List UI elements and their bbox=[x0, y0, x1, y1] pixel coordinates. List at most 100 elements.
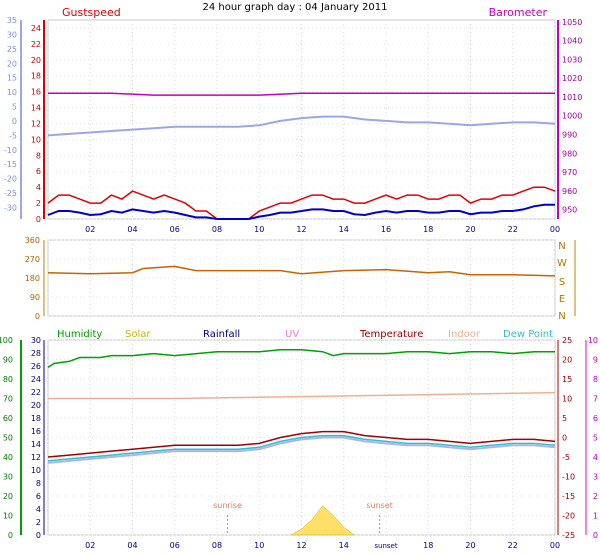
uv-axis-tick-label: 1 bbox=[593, 512, 598, 521]
rainfall-axis-tick-label: 8 bbox=[36, 479, 41, 488]
humidity-axis-tick-label: 20 bbox=[3, 492, 13, 501]
barometer-axis-tick-label: 990 bbox=[562, 131, 577, 140]
temperature-axis-tick-label: 10 bbox=[7, 88, 17, 97]
humidity-axis-tick-label: 100 bbox=[0, 336, 13, 345]
top-x-tick-label: 06 bbox=[170, 225, 180, 234]
rainfall-axis-tick-label: 12 bbox=[31, 453, 41, 462]
rainfall-axis-tick-label: 6 bbox=[36, 492, 41, 501]
barometer-axis-tick-label: 1050 bbox=[562, 18, 582, 27]
gust-axis-tick-label: 16 bbox=[31, 88, 41, 97]
bot-x-tick-label: 10 bbox=[254, 541, 264, 550]
humidity-axis-tick-label: 60 bbox=[3, 414, 13, 423]
legend-humidity: Humidity bbox=[57, 329, 102, 340]
temperature-axis-tick-label: 35 bbox=[7, 16, 17, 25]
compass-axis-label: S bbox=[559, 277, 565, 288]
humidity-axis-tick-label: 90 bbox=[3, 356, 13, 365]
legend-temperature: Temperature bbox=[359, 329, 423, 340]
rainfall-axis-tick-label: 14 bbox=[31, 440, 41, 449]
humidity-axis-tick-label: 30 bbox=[3, 473, 13, 482]
uv-axis-tick-label: 6 bbox=[593, 414, 598, 423]
uv-axis-tick-label: 4 bbox=[593, 453, 598, 462]
rainfall-axis-tick-label: 20 bbox=[31, 401, 41, 410]
bot-x-tick-label: 12 bbox=[296, 541, 306, 550]
top-x-tick-label: 04 bbox=[127, 225, 137, 234]
top-x-tick-label: 08 bbox=[212, 225, 222, 234]
temperature-axis-tick-label: -25 bbox=[4, 189, 17, 198]
temperature-axis-tick-label: 25 bbox=[7, 45, 17, 54]
top-x-tick-label: 14 bbox=[339, 225, 349, 234]
dewpoint-line bbox=[47, 434, 556, 462]
top-x-tick-label: 00 bbox=[550, 225, 560, 234]
temperature-axis-tick-label: 15 bbox=[7, 74, 17, 83]
temperature-axis-tick-label: -20 bbox=[4, 175, 17, 184]
temperature-axis-tick-label: -5 bbox=[562, 453, 570, 462]
legend-dewpoint: Dew Point bbox=[503, 329, 553, 340]
humidity-temperature-panel: 1009080706050403020100302826242220181614… bbox=[0, 329, 598, 550]
barometer-axis-tick-label: 980 bbox=[562, 149, 577, 158]
legend-uv: UV bbox=[285, 329, 299, 340]
gust-axis-tick-label: 2 bbox=[36, 199, 41, 208]
barometer-line bbox=[48, 92, 555, 96]
humidity-line bbox=[47, 349, 555, 368]
temperature-axis-tick-label: 20 bbox=[7, 59, 17, 68]
temperature-axis-tick-label: -15 bbox=[4, 160, 17, 169]
bot-x-tick-label: 14 bbox=[339, 541, 349, 550]
barometer-axis-tick-label: 970 bbox=[562, 168, 577, 177]
rainfall-axis-tick-label: 24 bbox=[31, 375, 41, 384]
gust-axis-tick-label: 8 bbox=[36, 151, 41, 160]
humidity-axis-tick-label: 80 bbox=[3, 375, 13, 384]
legend-solar: Solar bbox=[125, 329, 151, 340]
humidity-axis-tick-label: 0 bbox=[8, 531, 13, 540]
top-x-tick-label: 20 bbox=[465, 225, 475, 234]
temperature-axis-tick-label: -25 bbox=[562, 531, 575, 540]
temperature-axis-tick-label: 20 bbox=[562, 356, 572, 365]
barometer-axis-tick-label: 960 bbox=[562, 187, 577, 196]
bot-x-tick-label: 08 bbox=[212, 541, 222, 550]
direction-axis-tick-label: 180 bbox=[25, 274, 40, 283]
direction-axis-tick-label: 270 bbox=[25, 255, 40, 264]
compass-axis-label: E bbox=[559, 294, 565, 305]
graph-title: 24 hour graph day : 04 January 2011 bbox=[203, 2, 388, 13]
gust-axis-tick-label: 0 bbox=[36, 215, 41, 224]
gustspeed-line bbox=[47, 186, 556, 220]
uv-axis-tick-label: 3 bbox=[593, 473, 598, 482]
rainfall-axis-tick-label: 28 bbox=[31, 349, 41, 358]
bot-x-tick-label: 06 bbox=[170, 541, 180, 550]
rainfall-axis-tick-label: 10 bbox=[31, 466, 41, 475]
top-x-tick-label: 12 bbox=[296, 225, 306, 234]
bot-x-tick-label: 18 bbox=[423, 541, 433, 550]
sunset-label: sunset bbox=[366, 501, 393, 510]
wind-pressure-panel: 02468101214161820222435302520151050-5-10… bbox=[4, 6, 582, 234]
legend-barometer: Barometer bbox=[489, 6, 548, 19]
temperature-axis-tick-label: 0 bbox=[562, 434, 567, 443]
temperature-axis-tick-label: 5 bbox=[562, 414, 567, 423]
gust-axis-tick-label: 12 bbox=[31, 119, 41, 128]
rainfall-axis-tick-label: 2 bbox=[36, 518, 41, 527]
direction-line bbox=[47, 265, 556, 277]
rainfall-axis-tick-label: 16 bbox=[31, 427, 41, 436]
barometer-axis-tick-label: 950 bbox=[562, 206, 577, 215]
top-x-tick-label: 18 bbox=[423, 225, 433, 234]
rainfall-axis-tick-label: 4 bbox=[36, 505, 41, 514]
legend-gustspeed: Gustspeed bbox=[62, 6, 121, 19]
direction-axis-tick-label: 360 bbox=[25, 236, 40, 245]
sunrise-label: sunrise bbox=[213, 501, 242, 510]
legend-indoor: Indoor bbox=[448, 329, 481, 340]
windspeed-line bbox=[47, 203, 555, 220]
indoor-line bbox=[48, 391, 556, 400]
barometer-axis-tick-label: 1030 bbox=[562, 55, 582, 64]
gust-axis-tick-label: 22 bbox=[31, 40, 41, 49]
compass-axis-label: W bbox=[557, 258, 567, 269]
rainfall-axis-tick-label: 26 bbox=[31, 362, 41, 371]
humidity-axis-tick-label: 40 bbox=[3, 453, 13, 462]
gust-axis-tick-label: 10 bbox=[31, 135, 41, 144]
top-x-tick-label: 16 bbox=[381, 225, 391, 234]
bot-x-tick-label: 00 bbox=[550, 541, 560, 550]
compass-axis-label: N bbox=[558, 241, 565, 252]
barometer-axis-tick-label: 1010 bbox=[562, 93, 582, 102]
temperature-axis-tick-label: 10 bbox=[562, 395, 572, 404]
uv-axis-tick-label: 10 bbox=[588, 336, 598, 345]
rainfall-axis-tick-label: 22 bbox=[31, 388, 41, 397]
